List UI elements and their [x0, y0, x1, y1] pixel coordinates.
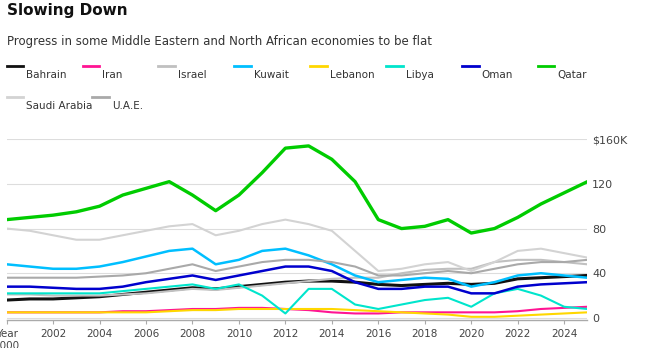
Text: Israel: Israel: [178, 70, 207, 80]
Text: Lebanon: Lebanon: [330, 70, 375, 80]
Text: Libya: Libya: [406, 70, 434, 80]
Text: Saudi Arabia: Saudi Arabia: [26, 101, 93, 111]
Text: Qatar: Qatar: [558, 70, 587, 80]
Text: Oman: Oman: [482, 70, 513, 80]
Text: U.A.E.: U.A.E.: [112, 101, 143, 111]
Text: Progress in some Middle Eastern and North African economies to be flat: Progress in some Middle Eastern and Nort…: [7, 35, 432, 48]
Text: Bahrain: Bahrain: [26, 70, 67, 80]
Text: Iran: Iran: [102, 70, 123, 80]
Text: Kuwait: Kuwait: [254, 70, 289, 80]
Text: Slowing Down: Slowing Down: [7, 3, 127, 18]
